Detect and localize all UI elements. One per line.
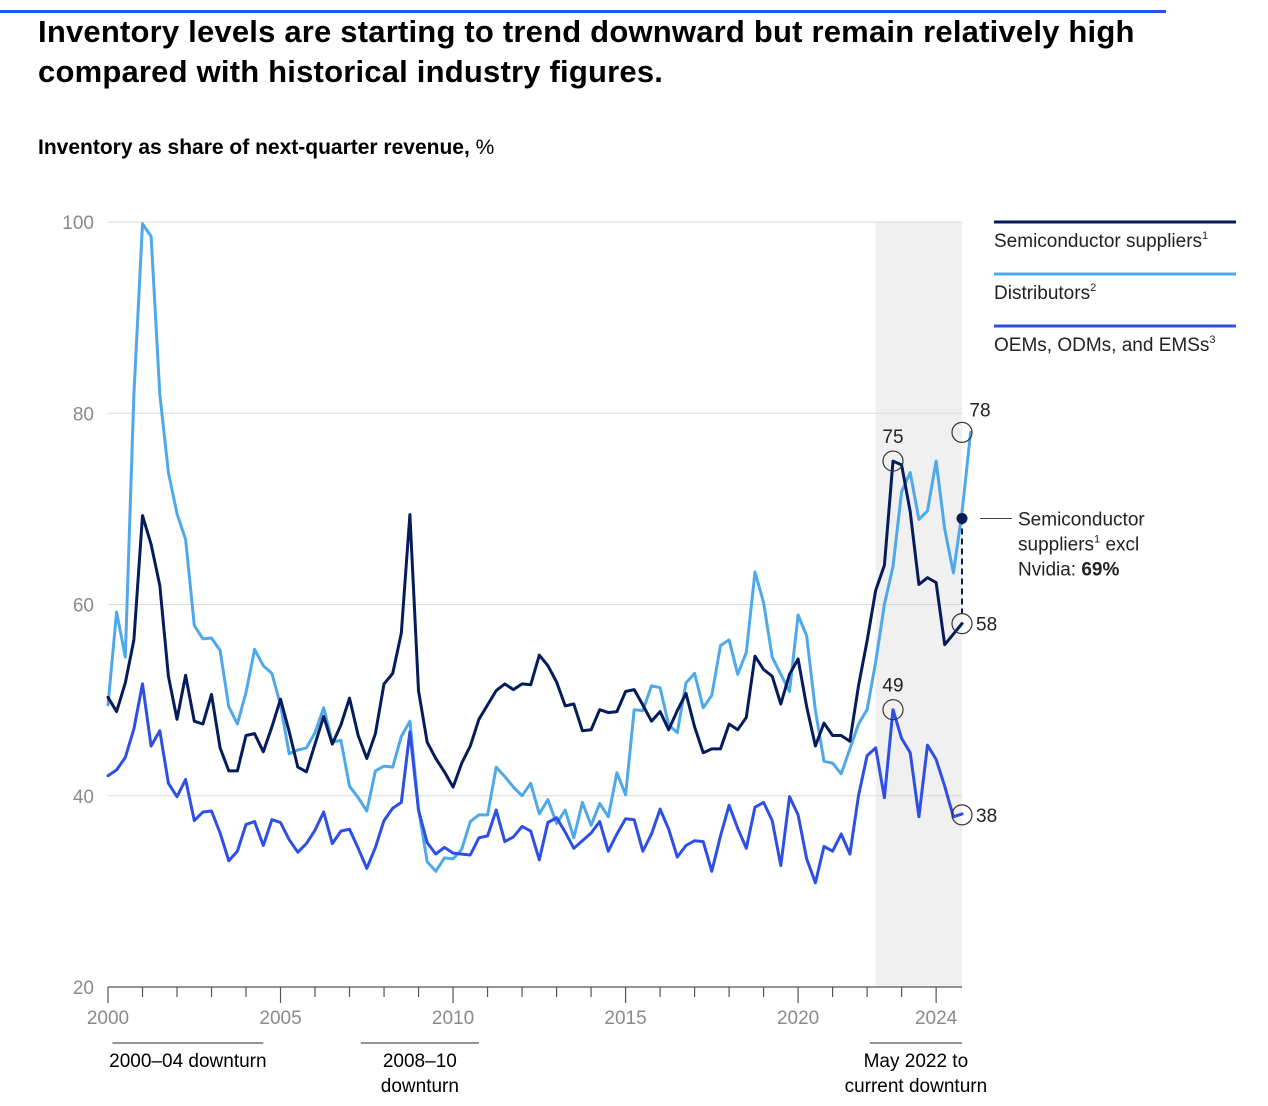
annotation-circle <box>951 421 973 443</box>
x-tick-label: 2000 <box>87 1008 129 1029</box>
legend-entry: Distributors2 <box>994 282 1096 304</box>
y-tick-label: 20 <box>73 978 94 999</box>
y-tick-label: 80 <box>73 404 94 425</box>
annotation-circle <box>951 804 973 826</box>
annotation-label: 49 <box>882 676 903 697</box>
legend-label: Semiconductor suppliers <box>994 231 1202 252</box>
chart-title: Inventory levels are starting to trend d… <box>38 14 1135 89</box>
annotation-circle <box>882 450 904 472</box>
period-label: 2008–10 <box>383 1051 457 1072</box>
downturn-periods: 2000–04 downturn 2008–10 downturn May 2022 … <box>109 1042 988 1097</box>
y-axis-labels: 20 40 60 80 100 <box>62 213 94 999</box>
legend-footnote-mark: 3 <box>1209 334 1215 346</box>
legend-entry: OEMs, ODMs, and EMSs3 <box>994 334 1216 356</box>
excl-nvidia-line2: suppliers1 excl <box>1018 533 1139 555</box>
annotation-label: 38 <box>976 806 997 827</box>
excl-nvidia-line1: Semiconductor <box>1018 509 1145 530</box>
period-label: May 2022 to <box>864 1051 969 1072</box>
excl-nvidia-footnote-mark: 1 <box>1094 533 1100 545</box>
gridlines <box>108 221 962 797</box>
excl-nvidia-marker <box>956 512 968 524</box>
period-label: 2000–04 downturn <box>109 1051 266 1072</box>
annotations-layer: Semiconductor suppliers1 excl Nvidia: 69% 7… <box>882 400 1145 827</box>
period-label: downturn <box>381 1076 459 1097</box>
legend-label: Distributors <box>994 283 1090 304</box>
excl-nvidia-value: 69% <box>1081 559 1119 580</box>
series-line-oems <box>106 682 964 885</box>
x-tick-label: 2010 <box>432 1008 474 1029</box>
x-tick-label: 2005 <box>259 1008 301 1029</box>
annotation-label: 58 <box>976 615 997 636</box>
annotation-circle <box>951 613 973 635</box>
annotation-label: 75 <box>882 427 903 448</box>
chart-subtitle: Inventory as share of next-quarter reven… <box>38 136 494 160</box>
series-line-distributors <box>106 222 973 873</box>
excl-nvidia-line3-text: Nvidia: <box>1018 559 1081 580</box>
excl-nvidia-line2-rest: excl <box>1100 534 1139 555</box>
y-tick-label: 40 <box>73 787 94 808</box>
series-layer <box>106 222 973 885</box>
x-axis: 2000 2005 2010 2015 2020 2024 <box>87 986 962 1029</box>
legend: Semiconductor suppliers1 Distributors2 OEM… <box>994 220 1236 356</box>
annotation-label: 78 <box>969 400 990 421</box>
top-accent-rule <box>0 10 1166 13</box>
x-tick-label: 2020 <box>777 1008 819 1029</box>
excl-nvidia-line2-text: suppliers <box>1018 534 1094 555</box>
y-tick-label: 100 <box>62 213 94 234</box>
x-tick-label: 2015 <box>604 1008 646 1029</box>
legend-footnote-mark: 1 <box>1202 230 1208 242</box>
legend-label: OEMs, ODMs, and EMSs <box>994 335 1209 356</box>
x-tick-label: 2024 <box>915 1008 958 1029</box>
period-label: current downturn <box>845 1076 988 1097</box>
y-tick-label: 60 <box>73 596 94 617</box>
excl-nvidia-line3: Nvidia: 69% <box>1018 559 1119 580</box>
legend-footnote-mark: 2 <box>1090 282 1096 294</box>
legend-entry: Semiconductor suppliers1 <box>994 230 1208 252</box>
series-line-semiconductor <box>106 459 964 789</box>
subtitle-text: Inventory as share of next-quarter reven… <box>38 136 470 159</box>
annotation-circle <box>882 699 904 721</box>
subtitle-unit: % <box>475 136 495 159</box>
